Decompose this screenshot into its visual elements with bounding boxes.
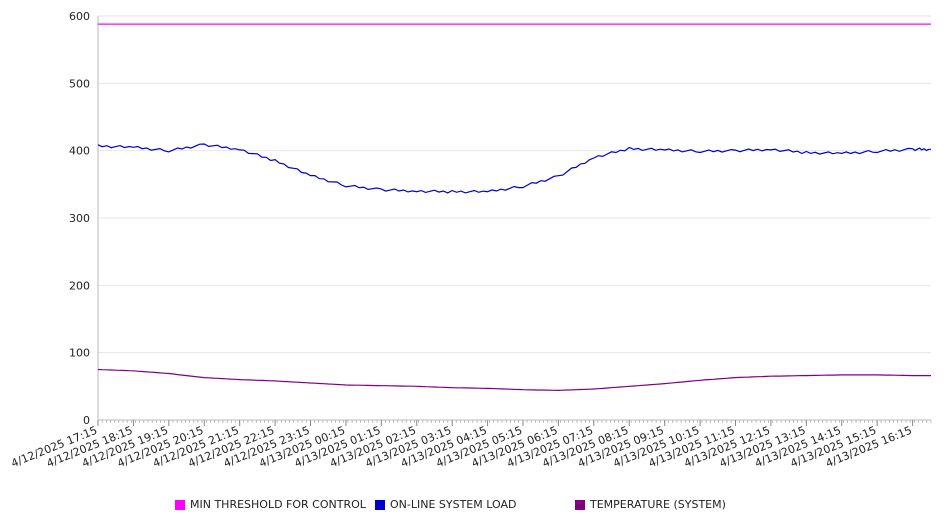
series-line-1: [97, 143, 931, 194]
legend-item-min-threshold[interactable]: MIN THRESHOLD FOR CONTROL: [175, 498, 366, 511]
y-tick-label: 600: [69, 10, 90, 23]
y-tick-label: 500: [69, 77, 90, 90]
y-tick-label: 0: [83, 414, 90, 427]
y-axis-ticks: 0 100 200 300 400 500 600: [69, 10, 90, 427]
series-line-2: [97, 368, 931, 392]
legend-swatch-temperature: [575, 499, 585, 510]
y-gridlines: [98, 15, 931, 354]
legend-swatch-system-load: [375, 499, 385, 510]
legend-label-temperature: TEMPERATURE (SYSTEM): [590, 498, 726, 511]
legend: MIN THRESHOLD FOR CONTROL ON-LINE SYSTEM…: [175, 498, 875, 514]
legend-label-system-load: ON-LINE SYSTEM LOAD: [390, 498, 517, 511]
y-tick-label: 400: [69, 145, 90, 158]
legend-item-temperature[interactable]: TEMPERATURE (SYSTEM): [575, 498, 726, 511]
x-axis-ticks: 4/12/2025 17:154/12/2025 18:154/12/2025 …: [9, 420, 914, 470]
legend-swatch-min-threshold: [175, 499, 185, 510]
legend-item-system-load[interactable]: ON-LINE SYSTEM LOAD: [375, 498, 516, 511]
y-tick-label: 100: [69, 347, 90, 360]
y-tick-label: 200: [69, 279, 90, 292]
legend-label-min-threshold: MIN THRESHOLD FOR CONTROL: [190, 498, 366, 511]
y-tick-label: 300: [69, 212, 90, 225]
series-lines: [97, 23, 931, 392]
axes: [97, 16, 932, 423]
